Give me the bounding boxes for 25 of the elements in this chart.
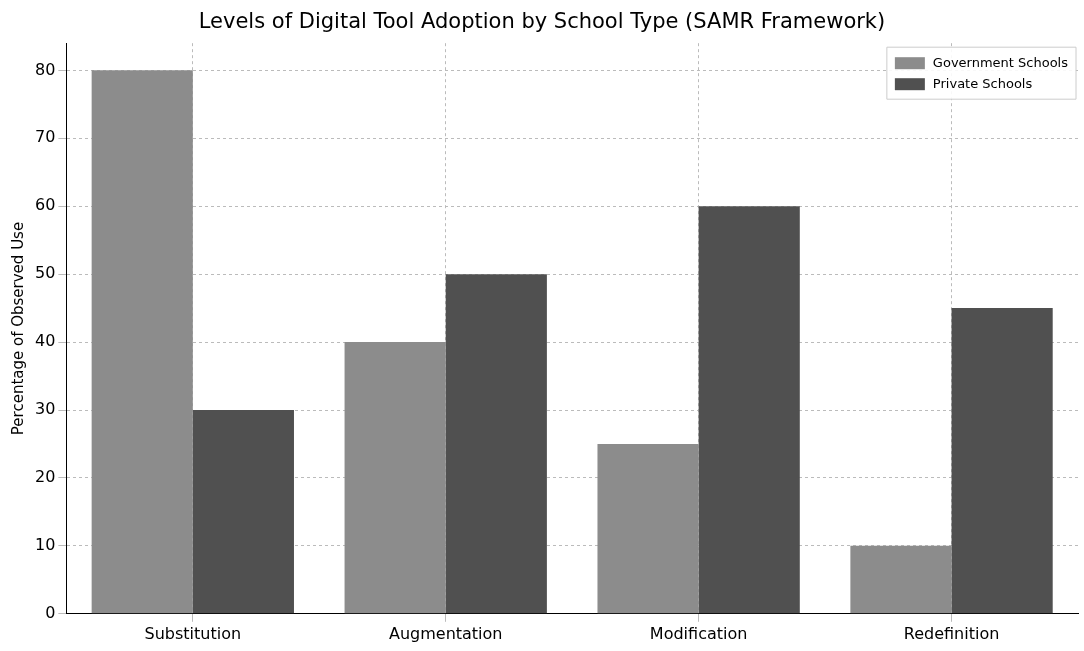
- bar: [91, 70, 193, 614]
- bar: [951, 308, 1053, 614]
- y-tick-label: 70: [35, 127, 56, 147]
- y-tick-label: 10: [35, 535, 56, 555]
- x-tick-label: Substitution: [144, 623, 242, 643]
- y-tick-label: 0: [45, 602, 56, 622]
- y-tick-label: 20: [35, 467, 56, 487]
- bar: [850, 545, 952, 614]
- legend-label: Government Schools: [932, 54, 1069, 70]
- y-axis-title: Percentage of Observed Use: [8, 221, 27, 436]
- y-tick-label: 50: [35, 263, 56, 283]
- y-tick-label: 60: [35, 195, 56, 215]
- bar: [597, 443, 699, 614]
- y-tick-label: 80: [35, 59, 56, 79]
- y-tick-label: 40: [35, 331, 56, 351]
- x-tick-label: Augmentation: [388, 623, 503, 643]
- chart-title: Levels of Digital Tool Adoption by School Type (SAMR Framework): [198, 9, 886, 34]
- y-tick-label: 30: [35, 399, 56, 419]
- bar: [445, 274, 547, 614]
- bar: [344, 342, 446, 614]
- x-tick-label: Modification: [649, 623, 748, 643]
- x-tick-label: Redefinition: [903, 623, 1000, 643]
- bar: [698, 206, 800, 614]
- bar: [192, 410, 294, 614]
- legend-label: Private Schools: [932, 75, 1033, 91]
